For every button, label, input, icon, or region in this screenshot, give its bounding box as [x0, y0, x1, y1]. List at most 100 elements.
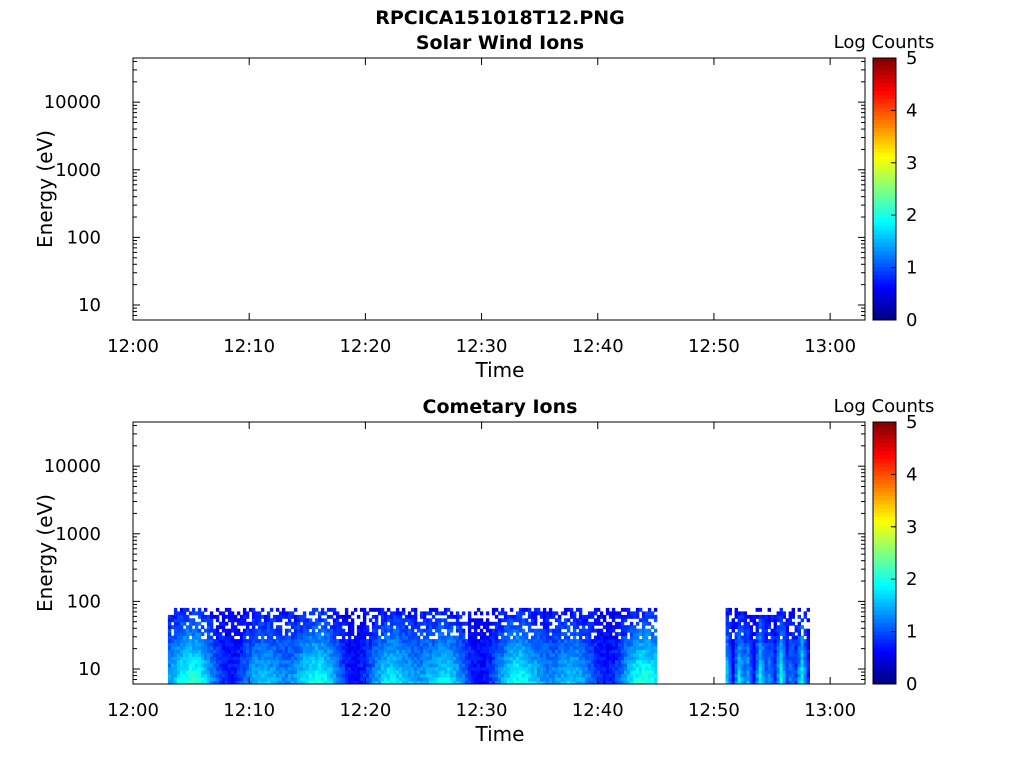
spectrogram-cell: [734, 677, 738, 681]
spectrogram-cell: [767, 666, 771, 671]
spectrogram-cell: [620, 639, 625, 643]
spectrogram-cell: [473, 663, 478, 668]
colorbar-swatch: [873, 82, 896, 88]
spectrogram-cell: [353, 670, 358, 675]
spectrogram-cell: [338, 639, 343, 643]
colorbar-tick-label: 5: [906, 48, 917, 69]
spectrogram-cell: [755, 639, 759, 643]
spectrogram-cell: [263, 666, 268, 671]
spectrogram-cell: [569, 666, 574, 671]
spectrogram-cell: [365, 659, 370, 664]
spectrogram-cell: [494, 628, 499, 633]
spectrogram-cell: [197, 642, 202, 647]
spectrogram-cell: [506, 659, 511, 664]
spectrogram-cell: [611, 628, 616, 633]
spectrogram-cell: [605, 611, 610, 616]
spectrogram-cell: [515, 635, 520, 640]
spectrogram-cell: [512, 642, 517, 647]
spectrogram-cell: [761, 639, 765, 643]
spectrogram-cell: [467, 628, 472, 633]
spectrogram-cell: [458, 673, 463, 678]
spectrogram-cell: [398, 614, 403, 619]
spectrogram-cell: [587, 614, 592, 619]
spectrogram-cell: [590, 646, 595, 650]
spectrogram-cell: [536, 639, 541, 643]
spectrogram-cell: [476, 673, 481, 678]
spectrogram-cell: [299, 652, 304, 657]
spectrogram-cell: [227, 635, 232, 640]
spectrogram-cell: [425, 611, 430, 616]
spectrogram-cell: [776, 663, 780, 668]
spectrogram-cell: [800, 659, 804, 664]
spectrogram-cell: [311, 663, 316, 668]
spectrogram-cell: [530, 677, 535, 681]
spectrogram-cell: [182, 673, 187, 678]
spectrogram-cell: [206, 614, 211, 619]
spectrogram-cell: [347, 649, 352, 654]
spectrogram-cell: [782, 673, 786, 678]
spectrogram-cell: [446, 680, 451, 685]
spectrogram-cell: [758, 614, 762, 619]
spectrogram-cell: [563, 652, 568, 657]
spectrogram-cell: [317, 670, 322, 675]
spectrogram-cell: [785, 659, 789, 664]
spectrogram-cell: [365, 652, 370, 657]
spectrogram-cell: [281, 673, 286, 678]
spectrogram-cell: [374, 635, 379, 640]
spectrogram-cell: [536, 652, 541, 657]
spectrogram-cell: [359, 649, 364, 654]
spectrogram-cell: [323, 618, 328, 623]
spectrogram-cell: [407, 680, 412, 685]
spectrogram-cell: [623, 632, 628, 636]
spectrogram-cell: [422, 677, 427, 681]
spectrogram-cell: [431, 663, 436, 668]
spectrogram-cell: [332, 649, 337, 654]
spectrogram-cell: [527, 614, 532, 619]
spectrogram-cell: [326, 632, 331, 636]
y-tick-label: 10: [78, 295, 101, 316]
spectrogram-cell: [176, 666, 181, 671]
spectrogram-cell: [425, 646, 430, 650]
spectrogram-cell: [290, 652, 295, 657]
spectrogram-cell: [233, 666, 238, 671]
spectrogram-cell: [344, 656, 349, 661]
spectrogram-cell: [251, 666, 256, 671]
spectrogram-cell: [560, 652, 565, 657]
spectrogram-cell: [194, 673, 199, 678]
spectrogram-cell: [617, 625, 622, 630]
colorbar-swatch: [873, 279, 896, 284]
spectrogram-cell: [452, 677, 457, 681]
spectrogram-cell: [308, 680, 313, 685]
spectrogram-cell: [296, 621, 301, 626]
spectrogram-cell: [368, 670, 373, 675]
spectrogram-cell: [749, 673, 753, 678]
spectrogram-cell: [296, 635, 301, 640]
spectrogram-cell: [206, 639, 211, 643]
spectrogram-cell: [464, 680, 469, 685]
spectrogram-cell: [437, 663, 442, 668]
spectrogram-cell: [470, 642, 475, 647]
spectrogram-cell: [800, 642, 804, 647]
spectrogram-cell: [581, 614, 586, 619]
spectrogram-cell: [578, 635, 583, 640]
spectrogram-cell: [275, 646, 280, 650]
spectrogram-cell: [173, 635, 178, 640]
spectrogram-cell: [617, 680, 622, 685]
spectrogram-cell: [740, 652, 744, 657]
spectrogram-cell: [596, 673, 601, 678]
spectrogram-cell: [305, 673, 310, 678]
colorbar-swatch: [873, 131, 896, 137]
spectrogram-cell: [557, 652, 562, 657]
spectrogram-cell: [503, 652, 508, 657]
spectrogram-cell: [419, 652, 424, 657]
spectrogram-cell: [746, 614, 750, 619]
spectrogram-cell: [758, 625, 762, 630]
spectrogram-cell: [368, 632, 373, 636]
spectrogram-cell: [557, 656, 562, 661]
spectrogram-cell: [557, 670, 562, 675]
spectrogram-cell: [404, 618, 409, 623]
spectrogram-cell: [467, 639, 472, 643]
spectrogram-cell: [560, 611, 565, 616]
spectrogram-cell: [557, 646, 562, 650]
spectrogram-cell: [434, 625, 439, 630]
